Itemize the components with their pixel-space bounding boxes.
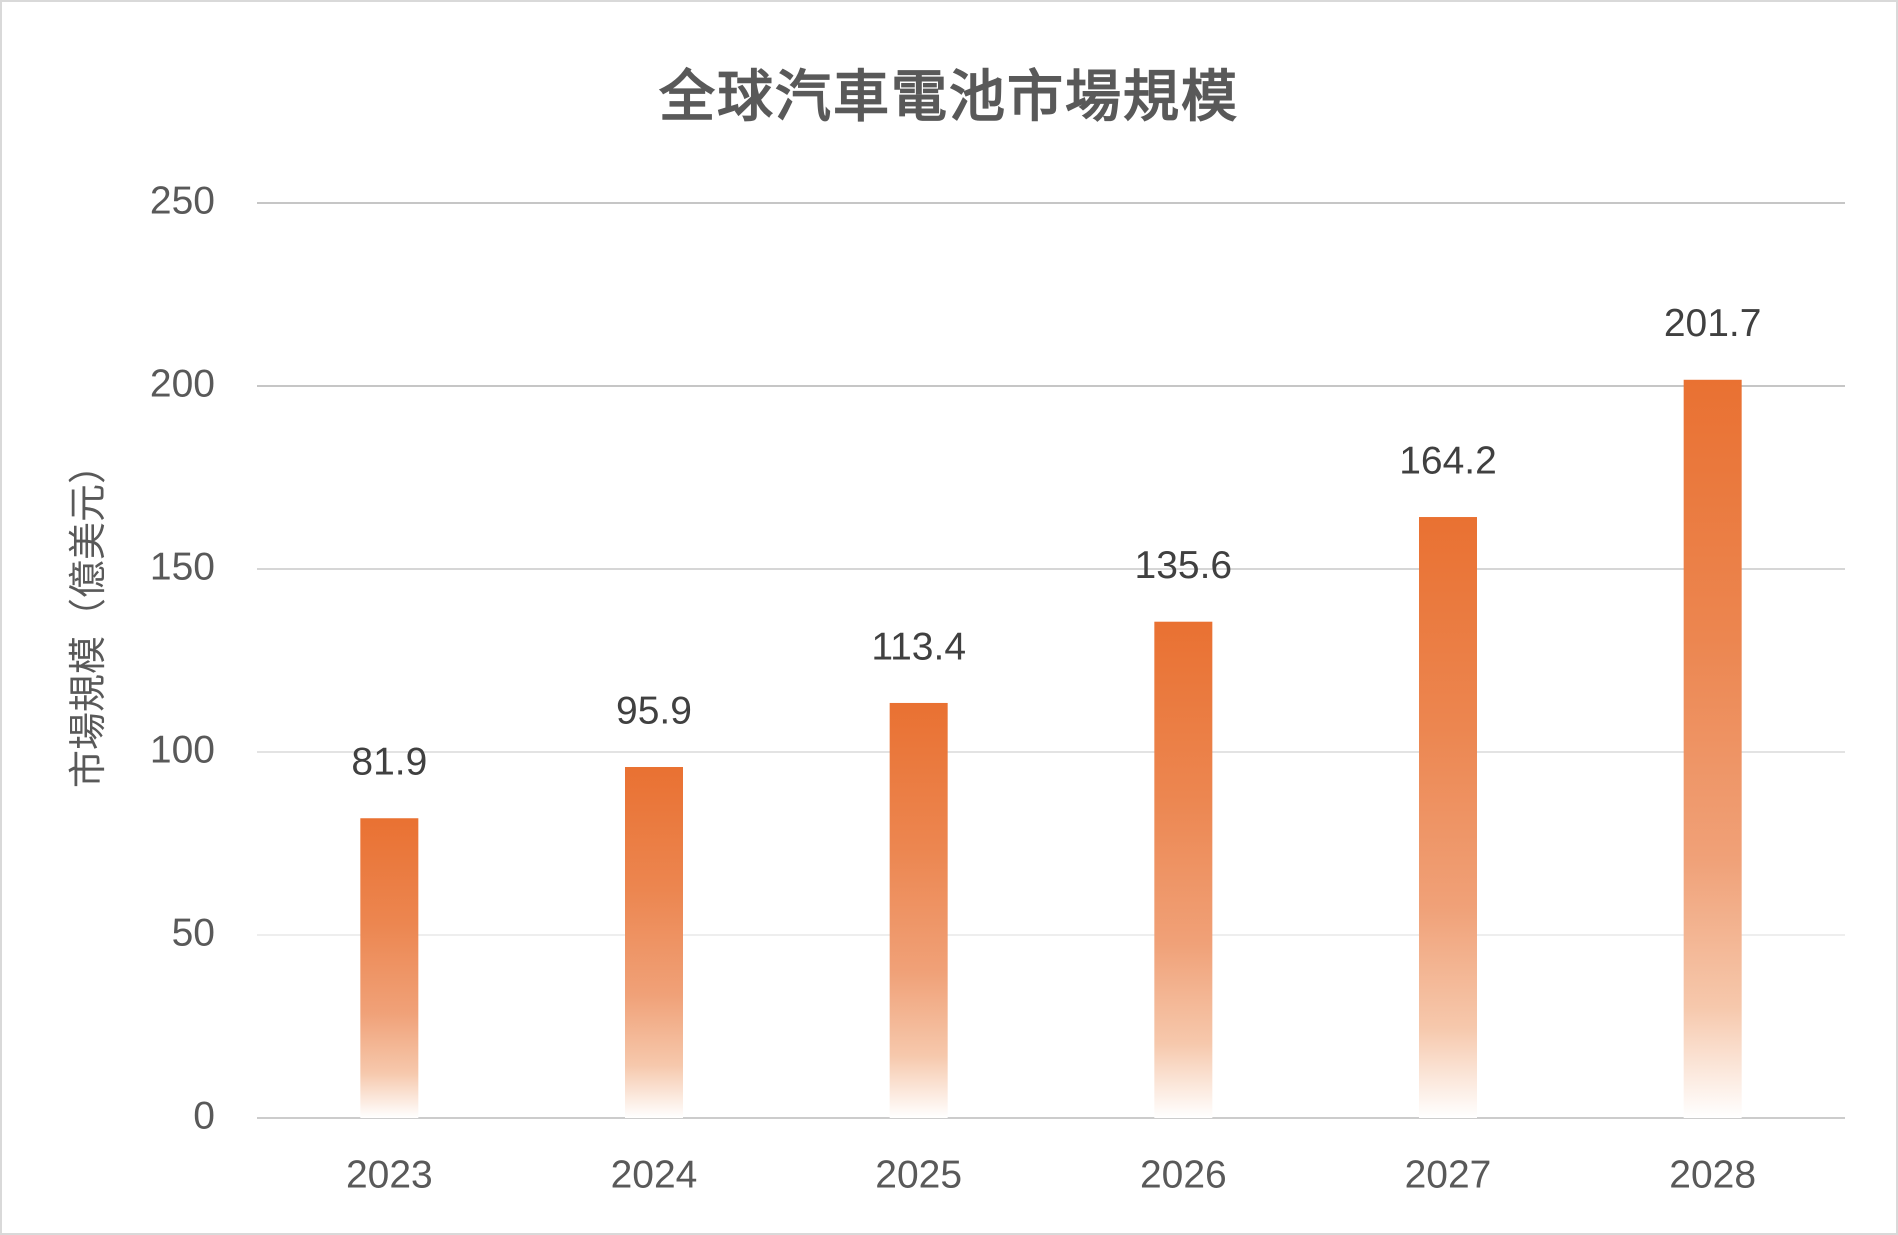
x-tick-label: 2023 (346, 1153, 433, 1196)
bar-2025 (889, 702, 948, 1118)
bar-2028 (1683, 379, 1742, 1118)
x-tick-label: 2027 (1405, 1153, 1492, 1196)
bar-2024 (625, 767, 683, 1118)
y-axis-label: 市場規模（億美元） (68, 446, 110, 788)
y-tick-label: 200 (150, 362, 215, 405)
y-tick-label: 150 (150, 545, 215, 588)
bar-2023 (360, 818, 419, 1118)
y-tick-label: 250 (150, 179, 215, 222)
data-label-2024: 95.9 (616, 689, 692, 732)
data-label-2027: 164.2 (1399, 439, 1497, 482)
data-labels: 81.9 95.9 113.4 135.6 164.2 201.7 (351, 302, 1761, 783)
x-tick-label: 2028 (1669, 1153, 1756, 1196)
chart-title: 全球汽車電池市場規模 (658, 65, 1239, 128)
x-axis-ticks: 2023 2024 2025 2026 2027 2028 (346, 1153, 1756, 1196)
y-tick-label: 0 (193, 1094, 215, 1137)
data-label-2028: 201.7 (1664, 302, 1762, 345)
x-tick-label: 2026 (1140, 1153, 1227, 1196)
x-tick-label: 2025 (875, 1153, 962, 1196)
bar-2027 (1419, 517, 1477, 1118)
data-label-2025: 113.4 (871, 625, 966, 668)
gridlines (257, 202, 1845, 1119)
data-label-2023: 81.9 (351, 741, 427, 784)
bar-2026 (1154, 621, 1213, 1118)
y-axis-ticks: 0 50 100 150 200 250 (150, 179, 215, 1137)
x-tick-label: 2024 (611, 1153, 698, 1196)
data-label-2026: 135.6 (1135, 544, 1233, 587)
y-tick-label: 50 (172, 911, 215, 954)
y-tick-label: 100 (150, 728, 215, 771)
bars (360, 379, 1742, 1118)
